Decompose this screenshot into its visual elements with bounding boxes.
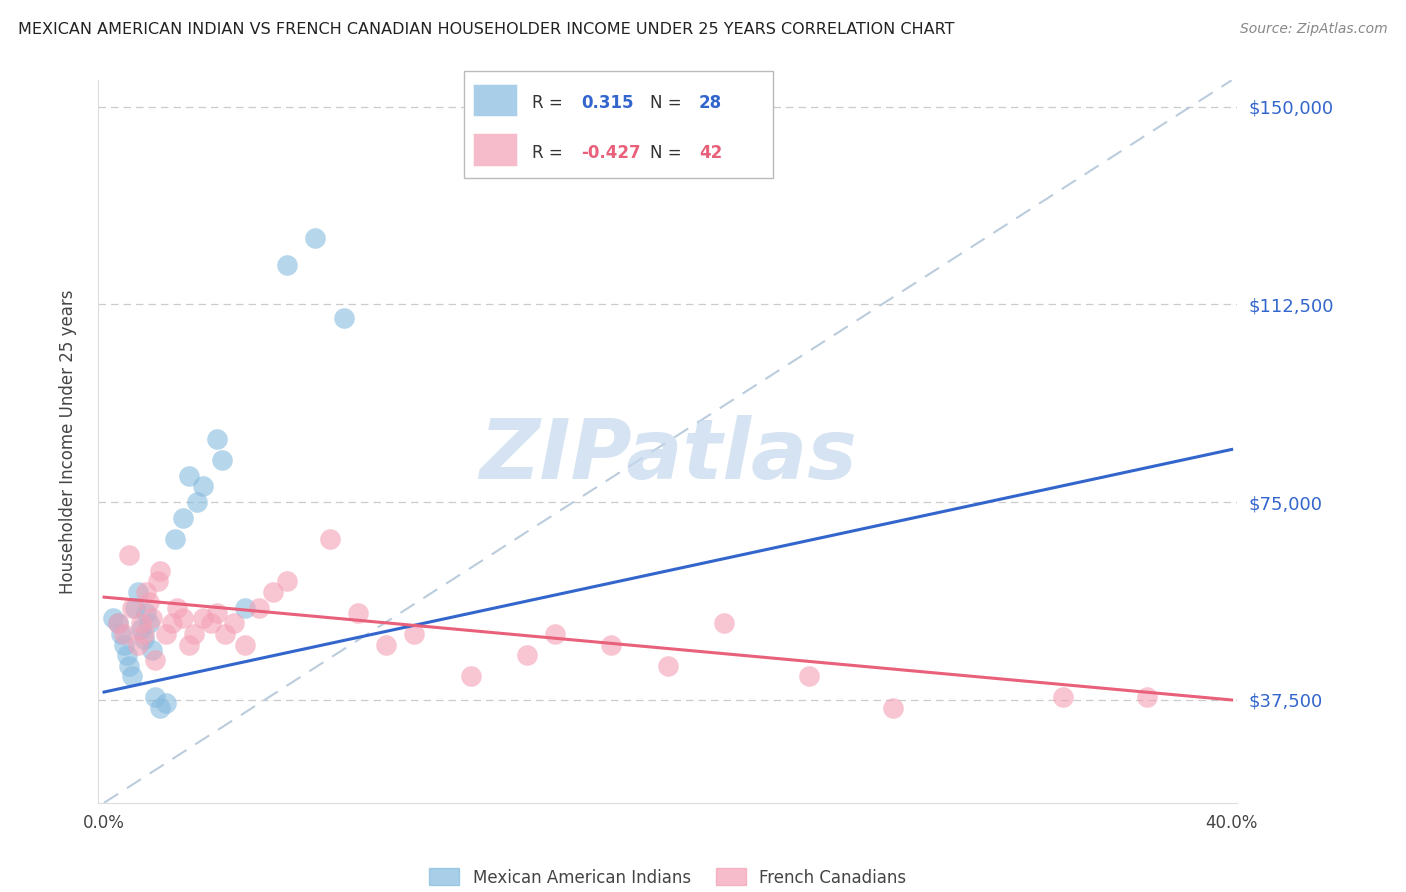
Point: [118, 658, 141, 673]
Point: [172, 611, 194, 625]
Point: [460, 669, 482, 683]
Point: [115, 648, 138, 662]
Point: [132, 632, 155, 647]
Point: [107, 616, 129, 631]
Point: [138, 595, 160, 609]
Text: 28: 28: [699, 94, 723, 112]
Text: MEXICAN AMERICAN INDIAN VS FRENCH CANADIAN HOUSEHOLDER INCOME UNDER 25 YEARS COR: MEXICAN AMERICAN INDIAN VS FRENCH CANADI…: [18, 22, 955, 37]
Point: [205, 606, 228, 620]
Point: [247, 600, 270, 615]
Point: [276, 258, 298, 272]
Point: [404, 627, 426, 641]
Text: 42: 42: [699, 144, 723, 161]
Point: [222, 616, 245, 631]
Point: [112, 638, 135, 652]
Point: [101, 611, 124, 625]
Point: [146, 574, 169, 589]
FancyBboxPatch shape: [464, 71, 773, 178]
Point: [600, 638, 623, 652]
Point: [163, 532, 186, 546]
Point: [112, 627, 135, 641]
Text: 0.315: 0.315: [582, 94, 634, 112]
Point: [262, 585, 284, 599]
Point: [172, 511, 194, 525]
Y-axis label: Householder Income Under 25 years: Householder Income Under 25 years: [59, 289, 77, 594]
Point: [177, 468, 200, 483]
Point: [332, 310, 354, 325]
Point: [129, 616, 152, 631]
Point: [155, 627, 177, 641]
Point: [127, 585, 149, 599]
Point: [110, 627, 132, 641]
Point: [516, 648, 538, 662]
Point: [143, 690, 166, 705]
Point: [166, 600, 188, 615]
Point: [318, 532, 340, 546]
Point: [200, 616, 222, 631]
Point: [657, 658, 679, 673]
Point: [1052, 690, 1074, 705]
Text: Source: ZipAtlas.com: Source: ZipAtlas.com: [1240, 22, 1388, 37]
Point: [141, 611, 163, 625]
Text: ZIPatlas: ZIPatlas: [479, 416, 856, 497]
Point: [1136, 690, 1159, 705]
Point: [544, 627, 567, 641]
Point: [149, 701, 172, 715]
Point: [118, 548, 141, 562]
Point: [107, 616, 129, 631]
Point: [160, 616, 183, 631]
Point: [375, 638, 398, 652]
Text: R =: R =: [531, 144, 568, 161]
Point: [135, 585, 157, 599]
Point: [191, 611, 214, 625]
Point: [882, 701, 904, 715]
Point: [149, 564, 172, 578]
Point: [124, 600, 146, 615]
Point: [135, 606, 157, 620]
Point: [276, 574, 298, 589]
Point: [713, 616, 735, 631]
Text: R =: R =: [531, 94, 568, 112]
Point: [183, 627, 205, 641]
Point: [141, 643, 163, 657]
Text: N =: N =: [650, 94, 686, 112]
Point: [797, 669, 820, 683]
Text: -0.427: -0.427: [582, 144, 641, 161]
Legend: Mexican American Indians, French Canadians: Mexican American Indians, French Canadia…: [423, 862, 912, 892]
Point: [191, 479, 214, 493]
Point: [127, 638, 149, 652]
Point: [177, 638, 200, 652]
Point: [211, 453, 233, 467]
Point: [129, 622, 152, 636]
Point: [233, 600, 256, 615]
Point: [121, 600, 143, 615]
Point: [233, 638, 256, 652]
Point: [205, 432, 228, 446]
Point: [304, 231, 326, 245]
Point: [132, 627, 155, 641]
FancyBboxPatch shape: [474, 134, 516, 166]
Point: [186, 495, 208, 509]
Point: [346, 606, 368, 620]
Point: [143, 653, 166, 667]
Point: [121, 669, 143, 683]
FancyBboxPatch shape: [474, 84, 516, 116]
Point: [138, 616, 160, 631]
Point: [155, 696, 177, 710]
Text: N =: N =: [650, 144, 686, 161]
Point: [214, 627, 236, 641]
